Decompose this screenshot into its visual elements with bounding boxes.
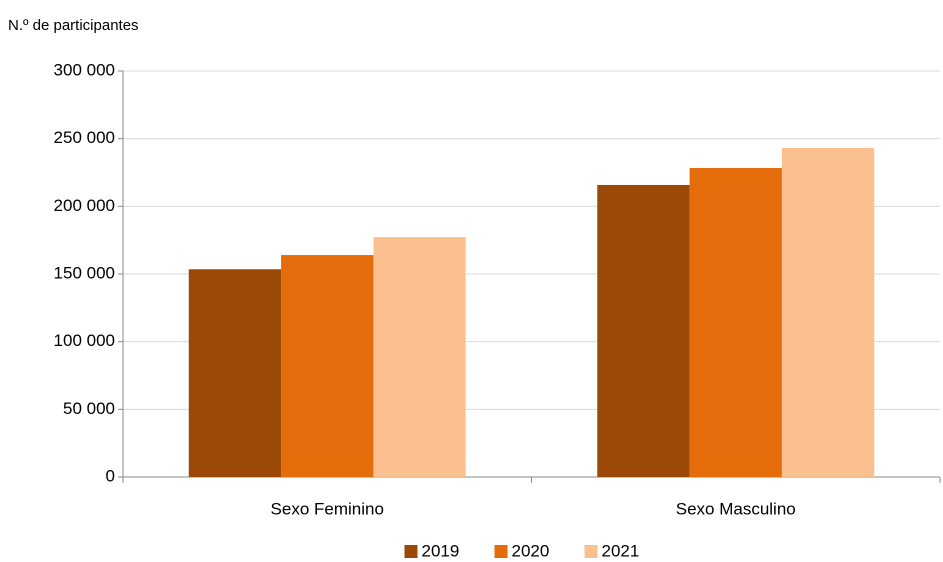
bar bbox=[781, 148, 875, 477]
legend-label: 2021 bbox=[602, 541, 640, 560]
bar bbox=[281, 255, 374, 477]
y-tick-label: 0 bbox=[106, 466, 115, 485]
y-tick-label: 200 000 bbox=[54, 196, 115, 215]
legend-swatch bbox=[404, 545, 418, 558]
legend-swatch bbox=[584, 545, 598, 558]
y-tick-label: 300 000 bbox=[54, 60, 115, 79]
bar bbox=[188, 269, 282, 477]
y-axis-label: N.º de participantes bbox=[8, 17, 139, 34]
legend-label: 2020 bbox=[512, 541, 550, 560]
y-tick-label: 150 000 bbox=[54, 263, 115, 282]
bar bbox=[597, 184, 690, 477]
legend-label: 2019 bbox=[422, 541, 460, 560]
y-tick-label: 250 000 bbox=[54, 128, 115, 147]
bar bbox=[689, 168, 782, 477]
y-tick-label: 50 000 bbox=[63, 399, 115, 418]
legend-swatch bbox=[494, 545, 508, 558]
y-tick-label: 100 000 bbox=[54, 331, 115, 350]
bar bbox=[373, 237, 466, 477]
x-tick-label: Sexo Masculino bbox=[676, 499, 796, 518]
x-tick-label: Sexo Feminino bbox=[271, 499, 384, 518]
